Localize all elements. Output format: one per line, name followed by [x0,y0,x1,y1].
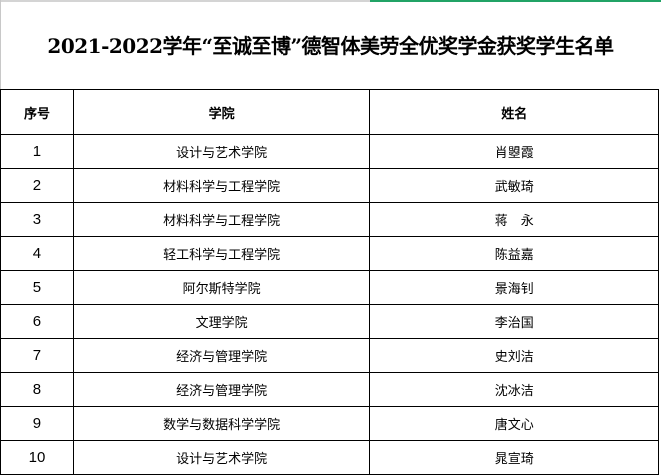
cell-no[interactable]: 5 [0,270,74,305]
cell-college[interactable]: 材料科学与工程学院 [72,168,371,203]
column-header-no[interactable]: 序号 [0,89,74,135]
award-table: 序号 学院 姓名 1 设计与艺术学院 肖曌霞 2 材料科学与工程学院 武敏琦 3 材料科学与工… [0,89,659,475]
table-row: 5 阿尔斯特学院 景海钊 [0,270,659,305]
cell-no[interactable]: 8 [0,372,74,407]
table-row: 7 经济与管理学院 史刘洁 [0,338,659,373]
cell-no[interactable]: 7 [0,338,74,373]
cell-college[interactable]: 经济与管理学院 [72,338,371,373]
sheet-left-border [0,0,1,89]
cell-name[interactable]: 蒋 永 [369,202,659,237]
page-title: 2021-2022学年“至诚至博”德智体美劳全优奖学金获奖学生名单 [47,34,614,58]
cell-name[interactable]: 沈冰洁 [369,372,659,407]
cell-college[interactable]: 文理学院 [72,304,371,339]
table-row: 8 经济与管理学院 沈冰洁 [0,372,659,407]
selected-column-indicator [370,0,661,2]
table-row: 4 轻工科学与工程学院 陈益嘉 [0,236,659,271]
cell-name[interactable]: 唐文心 [369,406,659,441]
table-row: 1 设计与艺术学院 肖曌霞 [0,134,659,169]
cell-name[interactable]: 晁宣琦 [369,440,659,475]
cell-name[interactable]: 肖曌霞 [369,134,659,169]
table-header-row: 序号 学院 姓名 [0,89,659,135]
cell-no[interactable]: 2 [0,168,74,203]
cell-no[interactable]: 6 [0,304,74,339]
cell-name[interactable]: 陈益嘉 [369,236,659,271]
cell-college[interactable]: 轻工科学与工程学院 [72,236,371,271]
cell-no[interactable]: 1 [0,134,74,169]
cell-name[interactable]: 李治国 [369,304,659,339]
cell-no[interactable]: 9 [0,406,74,441]
cell-college[interactable]: 材料科学与工程学院 [72,202,371,237]
table-row: 10 设计与艺术学院 晁宣琦 [0,440,659,475]
cell-no[interactable]: 3 [0,202,74,237]
cell-no[interactable]: 10 [0,440,74,475]
table-row: 2 材料科学与工程学院 武敏琦 [0,168,659,203]
table-row: 3 材料科学与工程学院蒋 永 [0,202,659,237]
cell-name[interactable]: 景海钊 [369,270,659,305]
cell-college[interactable]: 数学与数据科学学院 [72,406,371,441]
cell-college[interactable]: 设计与艺术学院 [72,440,371,475]
column-header-college[interactable]: 学院 [72,89,371,135]
table-row: 6 文理学院 李治国 [0,304,659,339]
column-header-name[interactable]: 姓名 [369,89,659,135]
cell-name[interactable]: 史刘洁 [369,338,659,373]
cell-name[interactable]: 武敏琦 [369,168,659,203]
table-row: 9 数学与数据科学学院 唐文心 [0,406,659,441]
cell-college[interactable]: 设计与艺术学院 [72,134,371,169]
sheet-top-border [0,0,661,2]
cell-college[interactable]: 阿尔斯特学院 [72,270,371,305]
cell-college[interactable]: 经济与管理学院 [72,372,371,407]
cell-no[interactable]: 4 [0,236,74,271]
